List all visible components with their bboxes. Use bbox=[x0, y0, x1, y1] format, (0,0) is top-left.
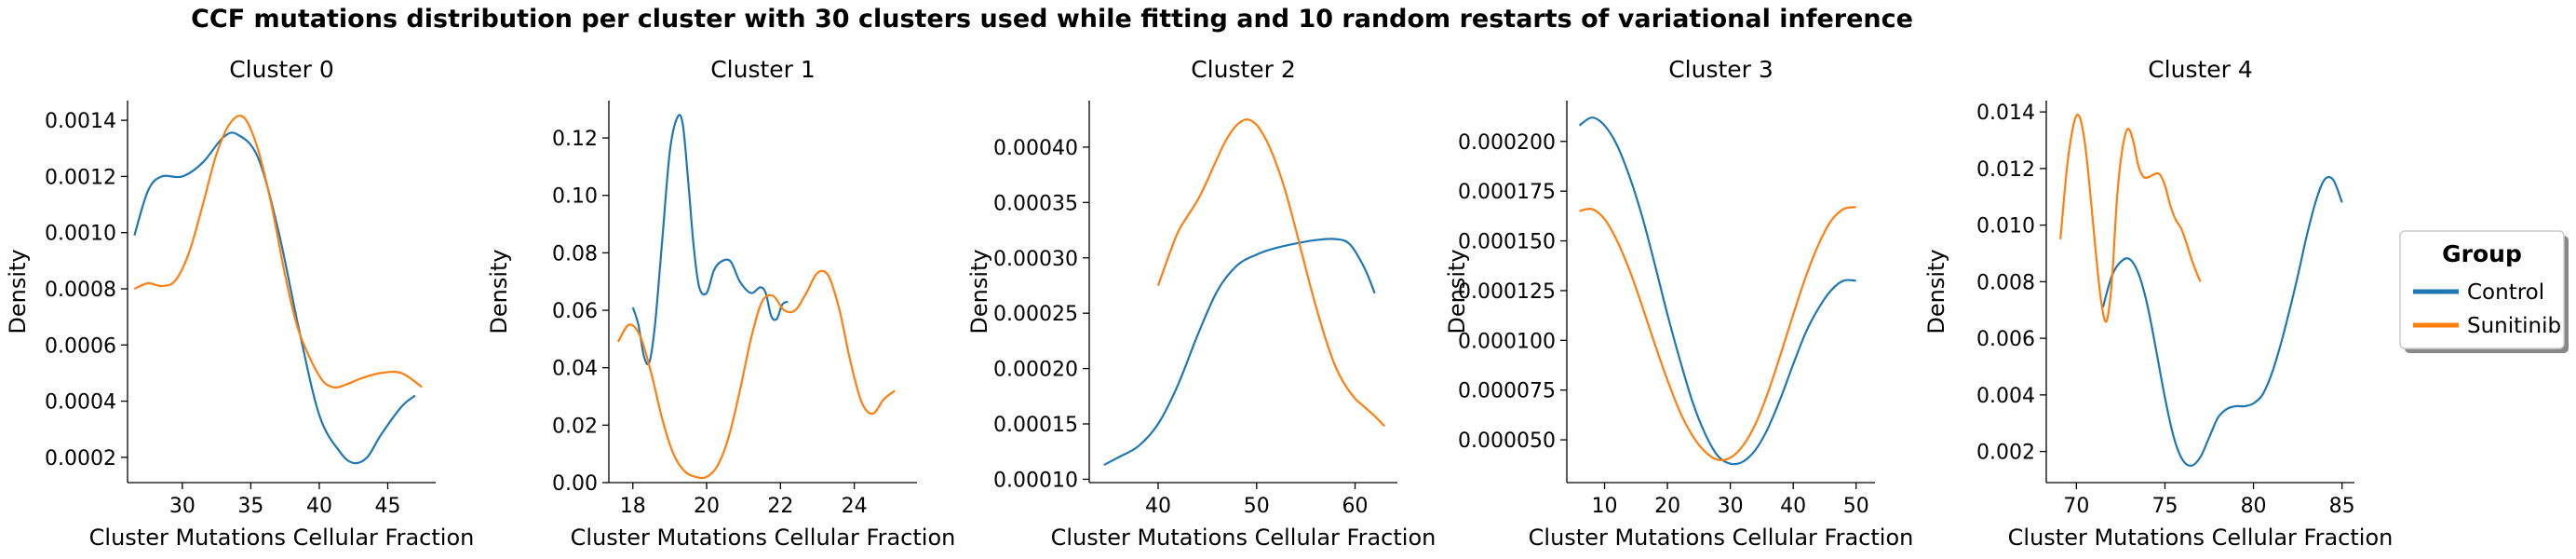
x-tick-label: 40 bbox=[306, 495, 332, 518]
legend-title: Group bbox=[2442, 240, 2522, 267]
y-axis-label: Density bbox=[1444, 249, 1470, 334]
y-tick-label: 0.014 bbox=[1976, 102, 2035, 125]
y-tick-label: 0.0002 bbox=[45, 447, 116, 470]
legend-label-control: Control bbox=[2467, 280, 2544, 305]
y-tick-label: 0.0014 bbox=[45, 110, 116, 133]
x-tick-label: 30 bbox=[169, 495, 196, 518]
y-tick-label: 0.0012 bbox=[45, 166, 116, 189]
y-tick-label: 0.0006 bbox=[45, 334, 116, 358]
legend-frame bbox=[2399, 230, 2565, 349]
y-tick-label: 0.000050 bbox=[1458, 429, 1556, 453]
legend-label-sunitinib: Sunitinib bbox=[2467, 314, 2561, 338]
panel-title: Cluster 1 bbox=[710, 56, 816, 83]
y-tick-label: 0.00 bbox=[552, 472, 598, 496]
y-tick-label: 0.000125 bbox=[1458, 280, 1556, 304]
y-tick-label: 0.04 bbox=[552, 358, 598, 381]
x-tick-label: 40 bbox=[1145, 495, 1171, 518]
series-line-control bbox=[1103, 238, 1376, 466]
panel-cluster-4: Cluster 4 0.002 0.004 0.006 0.008 0.010 0.012 0… bbox=[1923, 56, 2393, 551]
y-tick-label: 0.0010 bbox=[45, 223, 116, 246]
y-tick-label: 0.12 bbox=[552, 128, 598, 151]
x-tick-label: 35 bbox=[237, 495, 263, 518]
x-axis-label: Cluster Mutations Cellular Fraction bbox=[1051, 525, 1436, 551]
series-line-control bbox=[133, 131, 416, 465]
panel-cluster-0: Cluster 0 0.0002 0.0004 0.0006 0.0008 0.0010 0… bbox=[5, 56, 474, 551]
y-tick-label: 0.00010 bbox=[993, 469, 1078, 492]
y-tick-label: 0.00035 bbox=[993, 192, 1078, 215]
series-line-control bbox=[2101, 175, 2343, 467]
y-tick-label: 0.006 bbox=[1976, 328, 2035, 351]
y-tick-label: 0.008 bbox=[1976, 271, 2035, 294]
x-tick-label: 80 bbox=[2241, 495, 2267, 518]
series-line-sunitinib bbox=[2059, 113, 2202, 323]
x-tick-label: 18 bbox=[620, 495, 646, 518]
y-tick-label: 0.0008 bbox=[45, 279, 116, 302]
x-tick-label: 10 bbox=[1592, 495, 1618, 518]
x-tick-label: 20 bbox=[1654, 495, 1680, 518]
y-tick-label: 0.000150 bbox=[1458, 231, 1556, 254]
y-tick-label: 0.00020 bbox=[993, 359, 1078, 382]
y-tick-label: 0.08 bbox=[552, 242, 598, 266]
panel-title: Cluster 0 bbox=[229, 56, 334, 83]
y-tick-label: 0.000100 bbox=[1458, 330, 1556, 353]
y-tick-label: 0.00040 bbox=[993, 137, 1078, 160]
x-tick-label: 30 bbox=[1718, 495, 1744, 518]
x-tick-label: 24 bbox=[842, 495, 868, 518]
y-tick-label: 0.000075 bbox=[1458, 380, 1556, 403]
y-axis-label: Density bbox=[966, 249, 992, 334]
x-axis-label: Cluster Mutations Cellular Fraction bbox=[89, 525, 475, 551]
x-tick-label: 50 bbox=[1843, 495, 1869, 518]
panels: Cluster 00.00020.00040.00060.00080.00100… bbox=[5, 56, 2393, 551]
y-tick-label: 0.000175 bbox=[1458, 181, 1556, 204]
x-tick-label: 60 bbox=[1342, 495, 1369, 518]
x-tick-label: 45 bbox=[375, 495, 401, 518]
panel-title: Cluster 4 bbox=[2148, 56, 2253, 83]
x-axis-label: Cluster Mutations Cellular Fraction bbox=[571, 525, 956, 551]
x-axis-label: Cluster Mutations Cellular Fraction bbox=[1529, 525, 1914, 551]
y-tick-label: 0.000200 bbox=[1458, 131, 1556, 155]
x-tick-label: 70 bbox=[2063, 495, 2089, 518]
figure-title: CCF mutations distribution per cluster w… bbox=[191, 5, 1913, 34]
y-tick-label: 0.004 bbox=[1976, 385, 2035, 408]
series-line-sunitinib bbox=[616, 269, 896, 480]
series-line-sunitinib bbox=[1156, 118, 1386, 428]
y-tick-label: 0.10 bbox=[552, 185, 598, 209]
x-tick-label: 85 bbox=[2329, 495, 2355, 518]
x-tick-label: 22 bbox=[767, 495, 793, 518]
y-axis-label: Density bbox=[486, 249, 512, 334]
y-tick-label: 0.00015 bbox=[993, 414, 1078, 437]
panel-cluster-1: Cluster 1 0.00 0.02 0.04 0.06 0.08 0.10 0.12 18 2… bbox=[486, 56, 955, 551]
x-axis-label: Cluster Mutations Cellular Fraction bbox=[2008, 525, 2394, 551]
y-tick-label: 0.00030 bbox=[993, 248, 1078, 271]
x-tick-label: 50 bbox=[1244, 495, 1270, 518]
y-tick-label: 0.00025 bbox=[993, 303, 1078, 326]
panel-cluster-3: Cluster 3 0.000050 0.000075 0.000100 0.00012… bbox=[1444, 56, 1913, 551]
y-axis-label: Density bbox=[5, 249, 31, 334]
y-tick-label: 0.012 bbox=[1976, 158, 2035, 182]
x-tick-label: 75 bbox=[2151, 495, 2178, 518]
y-tick-label: 0.010 bbox=[1976, 215, 2035, 239]
y-axis-label: Density bbox=[1923, 249, 1949, 334]
series-line-control bbox=[631, 114, 789, 365]
y-tick-label: 0.06 bbox=[552, 300, 598, 323]
x-tick-label: 20 bbox=[694, 495, 720, 518]
series-line-control bbox=[1578, 116, 1856, 466]
series-line-sunitinib bbox=[133, 115, 423, 389]
y-tick-label: 0.0004 bbox=[45, 391, 116, 415]
y-tick-label: 0.02 bbox=[552, 415, 598, 438]
y-tick-label: 0.002 bbox=[1976, 442, 2035, 465]
series-line-sunitinib bbox=[1579, 206, 1856, 461]
legend: Group Control Sunitinib bbox=[2399, 230, 2569, 353]
x-tick-label: 40 bbox=[1780, 495, 1806, 518]
panel-cluster-2: Cluster 2 0.00010 0.00015 0.00020 0.00025 0.0… bbox=[966, 56, 1436, 551]
panel-title: Cluster 3 bbox=[1668, 56, 1774, 83]
panel-title: Cluster 2 bbox=[1191, 56, 1296, 83]
